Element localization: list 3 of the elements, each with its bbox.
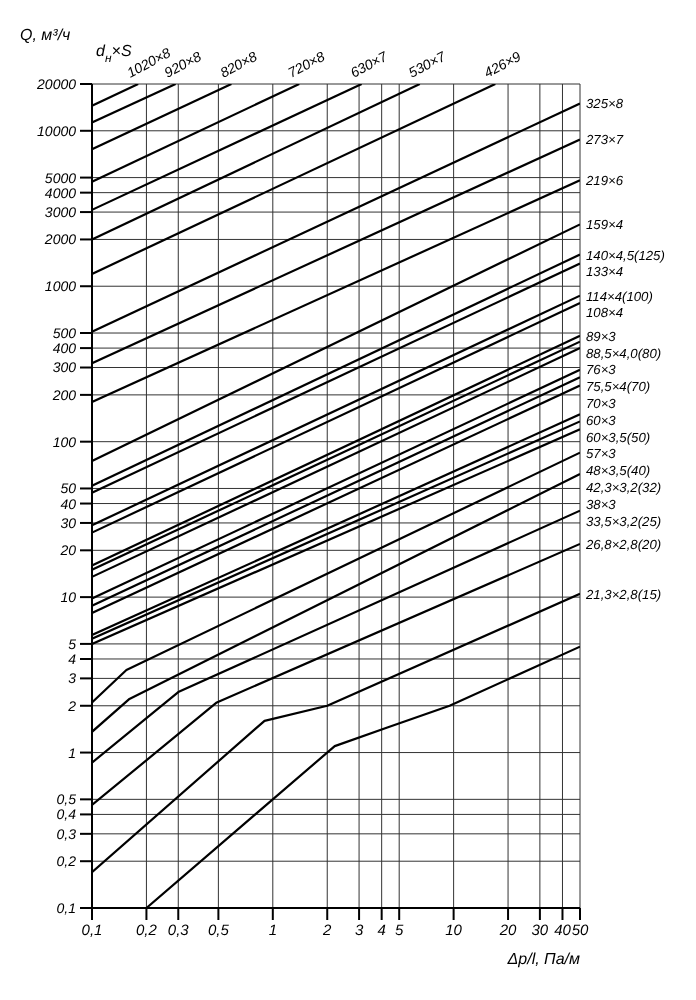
y-axis-title: Q, м³/ч bbox=[20, 26, 71, 44]
x-axis-title: Δp/l, Па/м bbox=[505, 950, 582, 968]
legend-title: d$_{н}$×S bbox=[96, 42, 133, 66]
